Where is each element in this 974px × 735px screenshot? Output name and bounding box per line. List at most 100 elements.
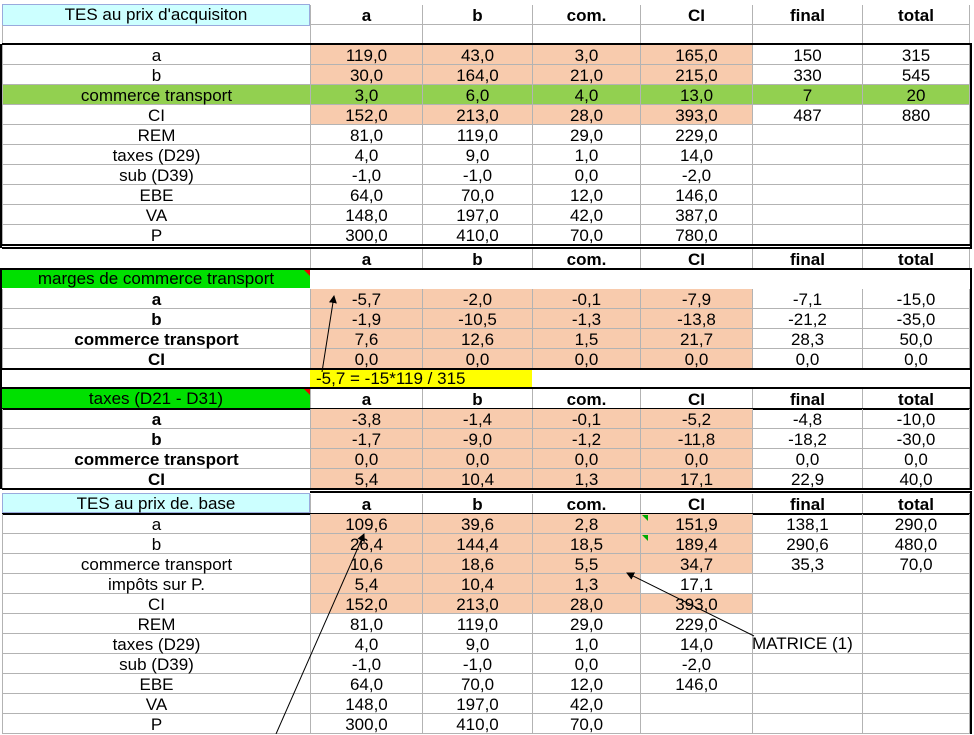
table-cell[interactable]: 9,0 [422, 145, 532, 165]
header-cell[interactable]: CI [640, 5, 752, 25]
table-cell[interactable]: -4,8 [752, 409, 862, 429]
table-cell[interactable] [862, 634, 970, 654]
table-cell[interactable]: -13,8 [640, 309, 752, 329]
table-cell[interactable]: 26,4 [310, 534, 422, 554]
row-label[interactable]: b [2, 429, 310, 449]
table-cell[interactable]: 30,0 [310, 65, 422, 85]
table-cell[interactable]: 0,0 [310, 449, 422, 469]
table-cell[interactable]: 0,0 [862, 449, 970, 469]
table-cell[interactable]: -35,0 [862, 309, 970, 329]
table-cell[interactable]: 1,5 [532, 329, 640, 349]
table-cell[interactable]: 35,3 [752, 554, 862, 574]
header-cell[interactable]: final [752, 5, 862, 25]
section-title-base-price[interactable]: TES au prix de. base [2, 493, 310, 513]
table-cell[interactable]: 393,0 [640, 105, 752, 125]
table-cell[interactable]: 152,0 [310, 594, 422, 614]
table-cell[interactable]: 0,0 [422, 349, 532, 369]
table-cell[interactable]: 146,0 [640, 674, 752, 694]
table-cell[interactable] [752, 634, 862, 654]
table-cell[interactable]: -30,0 [862, 429, 970, 449]
table-cell[interactable]: -10,5 [422, 309, 532, 329]
table-cell[interactable]: 545 [862, 65, 970, 85]
table-cell[interactable]: 1,3 [532, 574, 640, 594]
table-cell[interactable] [752, 125, 862, 145]
table-cell[interactable]: 138,1 [752, 514, 862, 534]
table-cell[interactable]: -1,2 [532, 429, 640, 449]
row-label[interactable]: b [2, 309, 310, 329]
table-cell[interactable]: 18,5 [532, 534, 640, 554]
table-cell[interactable]: 480,0 [862, 534, 970, 554]
table-cell[interactable]: 213,0 [422, 105, 532, 125]
table-cell[interactable]: 189,4 [640, 534, 752, 554]
table-cell[interactable]: 12,0 [532, 185, 640, 205]
table-cell[interactable]: 5,5 [532, 554, 640, 574]
table-cell[interactable] [862, 205, 970, 225]
matrix-note[interactable]: MATRICE (1) [752, 634, 853, 653]
table-cell[interactable] [862, 594, 970, 614]
row-label[interactable]: CI [2, 105, 310, 125]
row-label[interactable]: VA [2, 205, 310, 225]
table-cell[interactable]: 229,0 [640, 614, 752, 634]
section-title-acquisition[interactable]: TES au prix d'acquisiton [2, 4, 310, 26]
table-cell[interactable]: 1,0 [532, 145, 640, 165]
table-cell[interactable]: 12,0 [532, 674, 640, 694]
table-cell[interactable] [862, 614, 970, 634]
table-cell[interactable]: 10,4 [422, 574, 532, 594]
table-cell[interactable]: 148,0 [310, 205, 422, 225]
table-cell[interactable] [752, 594, 862, 614]
row-label[interactable]: impôts sur P. [2, 574, 310, 594]
table-cell[interactable]: 330 [752, 65, 862, 85]
table-cell[interactable]: -7,9 [640, 289, 752, 309]
header-cell[interactable]: a [310, 5, 422, 25]
table-cell[interactable]: 28,0 [532, 105, 640, 125]
table-cell[interactable]: 14,0 [640, 145, 752, 165]
table-cell[interactable]: -1,9 [310, 309, 422, 329]
table-cell[interactable]: -21,2 [752, 309, 862, 329]
table-cell[interactable] [752, 674, 862, 694]
row-label[interactable]: b [2, 534, 310, 554]
table-cell[interactable] [862, 654, 970, 674]
header-cell[interactable]: com. [532, 5, 640, 25]
table-cell[interactable]: -2,0 [640, 165, 752, 185]
table-cell[interactable]: -1,0 [310, 654, 422, 674]
table-cell[interactable]: 17,1 [640, 574, 752, 594]
table-cell[interactable]: 50,0 [862, 329, 970, 349]
table-cell[interactable]: 9,0 [422, 634, 532, 654]
table-cell[interactable] [752, 654, 862, 674]
table-cell[interactable]: 2,8 [532, 514, 640, 534]
table-cell[interactable]: 81,0 [310, 614, 422, 634]
table-cell[interactable]: -18,2 [752, 429, 862, 449]
table-cell[interactable]: 70,0 [422, 674, 532, 694]
table-cell[interactable]: 21,7 [640, 329, 752, 349]
table-cell[interactable]: 315 [862, 45, 970, 65]
table-cell[interactable] [862, 574, 970, 594]
table-cell[interactable]: -2,0 [640, 654, 752, 674]
row-label[interactable]: sub (D39) [2, 165, 310, 185]
table-cell[interactable]: -10,0 [862, 409, 970, 429]
table-cell[interactable]: 39,6 [422, 514, 532, 534]
table-cell[interactable]: -0,1 [532, 409, 640, 429]
table-cell[interactable]: 4,0 [532, 85, 640, 105]
row-label[interactable]: VA [2, 694, 310, 714]
row-label[interactable]: EBE [2, 185, 310, 205]
table-cell[interactable]: 29,0 [532, 125, 640, 145]
table-cell[interactable]: 144,4 [422, 534, 532, 554]
table-cell[interactable] [752, 694, 862, 714]
table-cell[interactable] [752, 185, 862, 205]
table-cell[interactable]: 70,0 [422, 185, 532, 205]
table-cell[interactable]: -9,0 [422, 429, 532, 449]
table-cell[interactable]: 290,0 [862, 514, 970, 534]
table-cell[interactable]: 880 [862, 105, 970, 125]
header-cell[interactable]: total [862, 5, 970, 25]
table-cell[interactable]: 14,0 [640, 634, 752, 654]
table-cell[interactable]: 290,6 [752, 534, 862, 554]
table-cell[interactable]: 18,6 [422, 554, 532, 574]
table-cell[interactable] [862, 694, 970, 714]
table-cell[interactable]: 28,3 [752, 329, 862, 349]
table-cell[interactable]: 4,0 [310, 145, 422, 165]
row-label[interactable]: taxes (D29) [2, 634, 310, 654]
row-label[interactable]: a [2, 289, 310, 309]
table-cell[interactable]: 10,6 [310, 554, 422, 574]
formula-note[interactable]: -5,7 = -15*119 / 315 [310, 369, 532, 388]
table-cell[interactable]: 197,0 [422, 205, 532, 225]
